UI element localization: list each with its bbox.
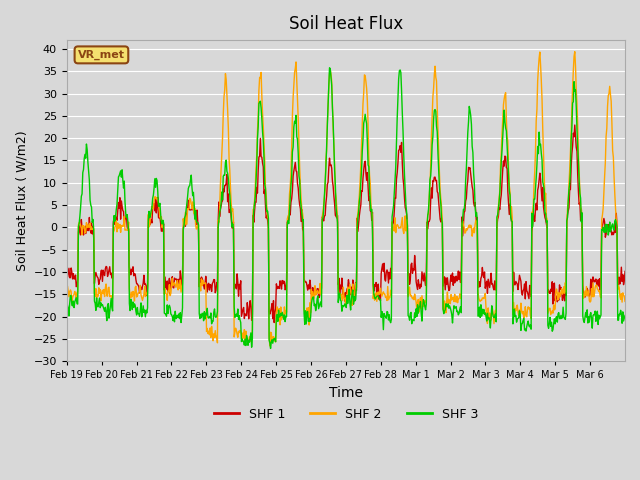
SHF 1 (571, 122, 579, 128)
SHF 1 (270, 320, 278, 325)
SHF 2 (404, 294, 412, 300)
SHF 1 (436, 207, 444, 213)
Line: SHF 3: SHF 3 (67, 68, 625, 348)
SHF 1 (621, 268, 629, 274)
SHF 3 (280, 312, 288, 318)
SHF 1 (259, 160, 266, 166)
SHF 3 (405, 313, 413, 319)
SHF 3 (129, 307, 136, 312)
SHF 1 (129, 269, 136, 275)
SHF 3 (621, 312, 629, 318)
SHF 2 (129, 294, 136, 300)
Legend: SHF 1, SHF 2, SHF 3: SHF 1, SHF 2, SHF 3 (209, 403, 483, 425)
SHF 3 (63, 298, 70, 304)
SHF 3 (259, 129, 266, 135)
SHF 1 (231, 281, 239, 287)
SHF 2 (63, 294, 70, 300)
SHF 2 (231, 329, 239, 335)
SHF 3 (436, 194, 444, 200)
SHF 1 (63, 271, 70, 276)
SHF 2 (621, 299, 629, 304)
Line: SHF 1: SHF 1 (67, 125, 625, 323)
SHF 2 (436, 169, 444, 175)
SHF 2 (280, 304, 288, 310)
SHF 3 (326, 65, 333, 71)
Line: SHF 2: SHF 2 (67, 52, 625, 346)
Title: Soil Heat Flux: Soil Heat Flux (289, 15, 403, 33)
SHF 2 (259, 111, 266, 117)
SHF 2 (571, 49, 579, 55)
Text: VR_met: VR_met (78, 50, 125, 60)
Y-axis label: Soil Heat Flux ( W/m2): Soil Heat Flux ( W/m2) (15, 130, 28, 271)
X-axis label: Time: Time (329, 386, 363, 400)
SHF 1 (280, 279, 288, 285)
SHF 2 (266, 343, 274, 349)
SHF 3 (267, 346, 275, 351)
SHF 3 (231, 314, 239, 320)
SHF 1 (404, 272, 412, 278)
